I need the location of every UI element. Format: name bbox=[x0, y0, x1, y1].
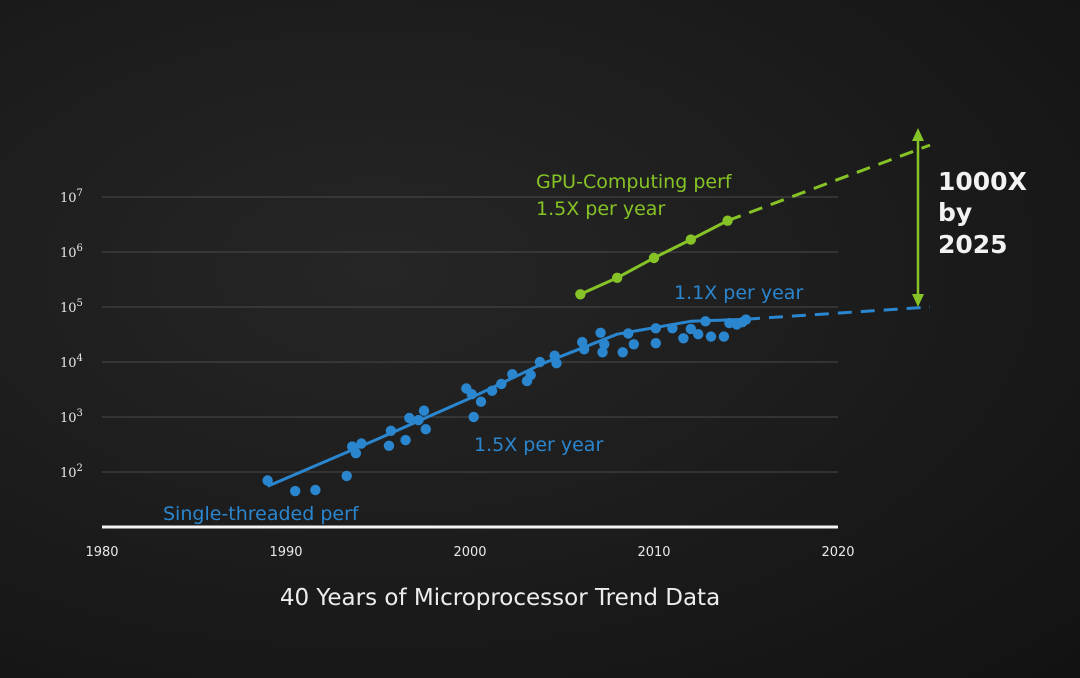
x-tick-label: 2010 bbox=[637, 545, 670, 560]
gpu-computing-perf-projection bbox=[727, 143, 931, 223]
single-threaded-perf-point bbox=[356, 438, 367, 449]
cpu-early-rate-label: 1.5X per year bbox=[474, 434, 603, 456]
single-threaded-perf-point bbox=[667, 323, 678, 334]
y-tick-label: 105 bbox=[60, 298, 83, 316]
gpu-rate-label: 1.5X per year bbox=[536, 198, 665, 220]
y-tick-label: 103 bbox=[60, 408, 83, 426]
single-threaded-perf-point bbox=[404, 412, 415, 424]
single-threaded-perf-point bbox=[420, 424, 431, 435]
gap-arrow-head-top bbox=[912, 128, 924, 141]
single-threaded-perf-point bbox=[685, 323, 696, 335]
single-threaded-perf-point bbox=[310, 484, 321, 496]
gap-label-line1: 1000X bbox=[938, 167, 1027, 196]
x-tick-label: 2020 bbox=[821, 545, 854, 560]
single-threaded-perf-point bbox=[383, 440, 395, 451]
gap-label-line3: 2025 bbox=[938, 230, 1008, 259]
chart-title: 40 Years of Microprocessor Trend Data bbox=[280, 585, 720, 611]
single-threaded-perf-point bbox=[418, 405, 430, 416]
single-threaded-perf-point bbox=[678, 333, 689, 344]
single-threaded-perf-point bbox=[650, 323, 661, 334]
gpu-computing-perf-point bbox=[612, 272, 623, 283]
gpu-computing-perf-point bbox=[648, 252, 660, 264]
x-tick-label: 1990 bbox=[269, 545, 302, 560]
single-threaded-perf-point bbox=[400, 434, 411, 446]
cpu-series-label: Single-threaded perf bbox=[163, 503, 360, 525]
single-threaded-perf-point bbox=[466, 389, 477, 400]
single-threaded-perf-point bbox=[623, 328, 634, 339]
y-tick-label: 107 bbox=[60, 188, 83, 206]
series-marks bbox=[262, 143, 931, 497]
single-threaded-perf-point bbox=[628, 339, 639, 350]
single-threaded-perf-point bbox=[385, 425, 397, 436]
single-threaded-perf-point bbox=[551, 358, 562, 369]
single-threaded-perf-point bbox=[341, 470, 352, 482]
gpu-computing-perf-point bbox=[575, 289, 586, 300]
gap-label-line2: by bbox=[938, 198, 972, 227]
single-threaded-perf-point bbox=[468, 411, 479, 423]
y-tick-label: 102 bbox=[60, 463, 83, 481]
single-threaded-perf-point bbox=[693, 329, 704, 340]
single-threaded-perf-point bbox=[413, 414, 424, 426]
single-threaded-perf-point bbox=[290, 485, 301, 497]
single-threaded-perf-trend-line bbox=[267, 317, 747, 488]
single-threaded-perf-point bbox=[475, 396, 487, 407]
single-threaded-perf-point bbox=[486, 385, 498, 396]
single-threaded-perf-point bbox=[595, 327, 606, 338]
cpu-late-rate-label: 1.1X per year bbox=[674, 282, 803, 304]
single-threaded-perf-point bbox=[597, 347, 608, 358]
single-threaded-perf-projection bbox=[745, 305, 931, 321]
x-tick-label: 2000 bbox=[453, 545, 486, 560]
single-threaded-perf-point bbox=[617, 347, 628, 358]
single-threaded-perf-point bbox=[507, 369, 518, 380]
grid-lines bbox=[102, 196, 838, 473]
gpu-computing-perf-point bbox=[722, 215, 733, 226]
single-threaded-perf-point bbox=[350, 448, 362, 459]
single-threaded-perf-point bbox=[496, 378, 507, 390]
x-tick-label: 1980 bbox=[85, 545, 118, 560]
x-axis-ticks: 1980 1990 2000 2010 2020 bbox=[85, 545, 854, 560]
single-threaded-perf-point bbox=[700, 316, 711, 327]
single-threaded-perf-point bbox=[262, 475, 273, 486]
single-threaded-perf-point bbox=[718, 331, 730, 342]
single-threaded-perf-point bbox=[740, 314, 752, 325]
y-tick-label: 106 bbox=[60, 243, 83, 261]
gpu-series-label: GPU-Computing perf bbox=[536, 171, 733, 193]
y-tick-label: 104 bbox=[60, 353, 83, 371]
single-threaded-perf-point bbox=[599, 339, 610, 350]
single-threaded-perf-point bbox=[534, 356, 546, 368]
single-threaded-perf-point bbox=[650, 338, 661, 349]
y-axis-ticks: 102 103 104 105 106 107 bbox=[60, 188, 83, 481]
single-threaded-perf-point bbox=[578, 344, 590, 355]
gpu-computing-perf-point bbox=[685, 234, 696, 245]
single-threaded-perf-point bbox=[525, 369, 536, 381]
gap-arrow-head-bottom bbox=[912, 294, 924, 307]
single-threaded-perf-point bbox=[705, 331, 717, 342]
